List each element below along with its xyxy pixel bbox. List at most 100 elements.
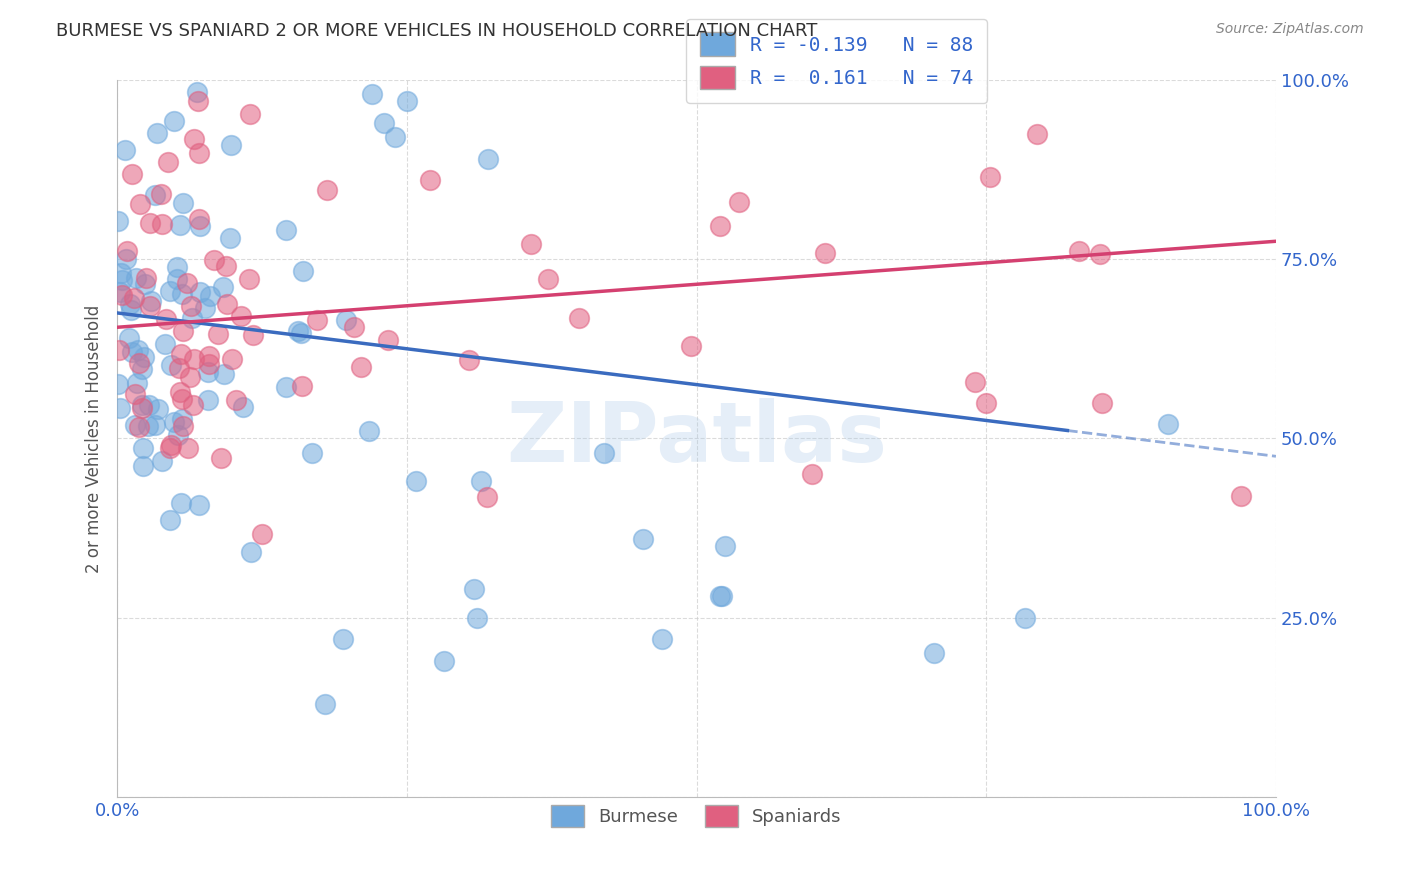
Point (188, 498, 211, 512)
Point (143, 418, 166, 433)
Point (307, 312, 329, 326)
Point (239, 544, 262, 558)
Point (167, 428, 190, 442)
Point (181, 398, 204, 412)
Point (159, 513, 181, 527)
Point (179, 370, 201, 384)
Point (361, 87, 384, 102)
Point (172, 324, 194, 338)
Point (172, 392, 194, 407)
Point (209, 450, 232, 465)
Point (138, 398, 160, 412)
Point (215, 259, 238, 273)
Point (136, 418, 159, 433)
Point (315, 183, 337, 197)
Point (115, 252, 138, 266)
Point (131, 362, 153, 376)
Point (125, 270, 148, 285)
Point (343, 319, 366, 334)
Point (470, 475, 492, 489)
Point (801, 467, 824, 482)
Point (537, 272, 560, 286)
Point (180, 299, 202, 313)
Point (728, 195, 751, 210)
Point (373, 116, 395, 130)
Point (118, 297, 141, 311)
Point (149, 186, 172, 201)
Point (108, 285, 131, 299)
Point (229, 310, 252, 324)
Point (131, 398, 153, 412)
Point (111, 288, 134, 302)
Point (177, 442, 200, 456)
Point (139, 294, 162, 309)
Legend: Burmese, Spaniards: Burmese, Spaniards (544, 797, 849, 834)
Point (160, 358, 183, 372)
Point (188, 219, 211, 233)
Point (463, 582, 485, 596)
Point (107, 214, 129, 228)
Point (197, 393, 219, 408)
Point (709, 589, 731, 603)
Point (148, 402, 170, 417)
Point (197, 365, 219, 379)
Point (335, 313, 357, 327)
Point (357, 424, 380, 438)
Point (631, 532, 654, 546)
Point (214, 368, 236, 382)
Point (169, 384, 191, 399)
Point (979, 169, 1001, 184)
Point (121, 345, 143, 359)
Point (186, 86, 208, 100)
Point (118, 331, 141, 345)
Point (135, 270, 157, 285)
Point (194, 301, 217, 315)
Text: BURMESE VS SPANIARD 2 OR MORE VEHICLES IN HOUSEHOLD CORRELATION CHART: BURMESE VS SPANIARD 2 OR MORE VEHICLES I… (56, 22, 818, 40)
Point (108, 401, 131, 416)
Point (291, 379, 314, 393)
Point (274, 380, 297, 394)
Point (128, 419, 150, 434)
Point (120, 303, 142, 318)
Point (143, 188, 166, 202)
Point (292, 264, 315, 278)
Point (172, 195, 194, 210)
Point (153, 337, 176, 351)
Point (187, 145, 209, 160)
Point (314, 697, 336, 711)
Point (117, 244, 139, 259)
Point (124, 387, 146, 401)
Point (212, 279, 235, 293)
Point (225, 392, 247, 407)
Point (332, 632, 354, 646)
Point (1026, 127, 1049, 141)
Point (238, 272, 260, 286)
Point (242, 328, 264, 343)
Point (188, 211, 211, 226)
Point (172, 411, 194, 425)
Point (156, 154, 179, 169)
Point (172, 419, 194, 434)
Point (274, 223, 297, 237)
Point (217, 297, 239, 311)
Point (172, 287, 194, 301)
Point (166, 272, 188, 286)
Point (252, 527, 274, 541)
Point (146, 127, 169, 141)
Point (129, 197, 152, 211)
Text: Source: ZipAtlas.com: Source: ZipAtlas.com (1216, 22, 1364, 37)
Point (167, 360, 190, 375)
Point (132, 441, 155, 455)
Point (221, 352, 243, 367)
Point (651, 632, 673, 646)
Point (198, 357, 221, 371)
Point (134, 350, 156, 364)
Point (176, 276, 198, 290)
Point (965, 376, 987, 390)
Point (169, 347, 191, 361)
Point (218, 231, 240, 245)
Point (1067, 244, 1090, 258)
Point (181, 310, 204, 325)
Point (169, 218, 191, 232)
Point (155, 312, 177, 326)
